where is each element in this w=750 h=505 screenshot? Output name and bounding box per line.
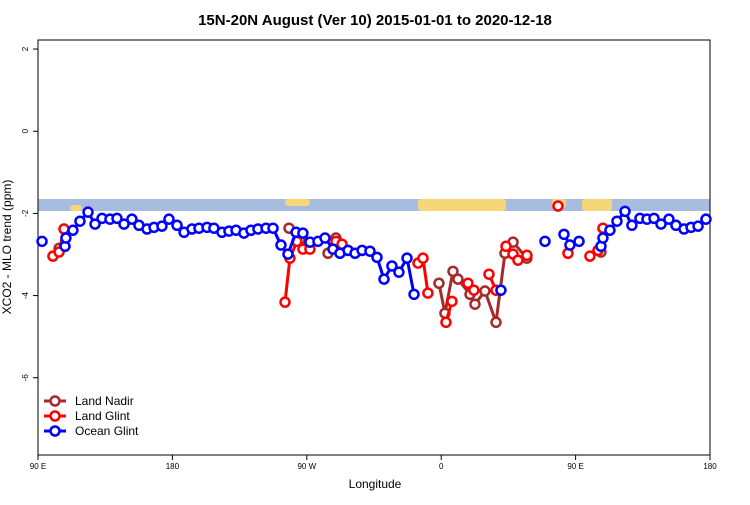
y-axis-label: XCO2 - MLO trend (ppm) (0, 180, 14, 315)
data-point (371, 251, 383, 264)
data-point (552, 200, 564, 212)
data-point (462, 277, 474, 289)
land-band (285, 199, 310, 206)
data-point (604, 224, 616, 236)
data-point (171, 219, 183, 232)
data-point (282, 248, 294, 260)
data-point (36, 235, 48, 248)
data-point (393, 266, 405, 278)
data-point (82, 206, 94, 218)
legend-marker (49, 425, 61, 437)
data-point (446, 295, 458, 308)
data-point (490, 316, 502, 329)
data-point (611, 215, 623, 227)
data-point (483, 268, 495, 280)
map-strip (38, 199, 710, 211)
legend-marker (49, 395, 61, 407)
y-tick-label: -4 (21, 291, 30, 299)
data-point (401, 252, 413, 264)
data-point (495, 284, 507, 296)
legend-label: Land Nadir (75, 394, 134, 408)
data-point (584, 250, 596, 262)
plot-frame (37, 39, 711, 456)
data-point (433, 277, 445, 289)
data-point (319, 232, 331, 244)
x-tick-label: 90 W (297, 462, 316, 471)
data-point (364, 245, 376, 257)
data-point (597, 232, 609, 244)
data-point (163, 213, 175, 225)
x-tick-label: 90 E (567, 462, 583, 471)
data-point (74, 215, 86, 227)
x-tick-label: 180 (703, 462, 717, 471)
data-point (626, 219, 638, 232)
data-point (655, 218, 667, 230)
data-point (156, 220, 168, 232)
data-point (469, 298, 481, 310)
data-point (267, 222, 279, 234)
data-point (558, 228, 570, 241)
data-point (386, 260, 398, 272)
legend-marker (49, 410, 61, 422)
y-tick-label: 2 (21, 46, 30, 51)
data-point (479, 285, 491, 297)
data-point (619, 205, 631, 218)
data-point (539, 235, 551, 248)
land-band (418, 199, 506, 211)
data-point (573, 235, 585, 248)
y-tick-label: 0 (21, 128, 30, 133)
y-tick-label: -6 (21, 374, 30, 382)
data-point (692, 220, 704, 232)
data-point (648, 212, 660, 225)
data-point (378, 273, 390, 285)
chart-title: 15N-20N August (Ver 10) 2015-01-01 to 20… (198, 12, 552, 29)
data-point (89, 218, 101, 230)
ocean-band (38, 199, 710, 211)
data-point (297, 227, 309, 239)
data-point (663, 213, 675, 225)
land-band (70, 205, 82, 211)
x-tick-label: 90 E (30, 462, 46, 471)
data-point (700, 213, 712, 225)
data-point (564, 239, 576, 251)
data-point (60, 232, 72, 244)
data-point (408, 288, 420, 301)
data-point (58, 223, 70, 235)
data-point (468, 284, 480, 296)
data-point (275, 239, 287, 251)
data-point (452, 273, 464, 285)
land-band (582, 199, 612, 211)
data-point (447, 265, 459, 278)
y-tick-label: -2 (21, 209, 30, 217)
data-point (521, 249, 533, 262)
data-point (111, 212, 123, 225)
data-point (422, 287, 434, 299)
data-point (279, 296, 291, 308)
data-point (512, 254, 524, 266)
x-tick-label: 0 (439, 462, 444, 471)
data-point (440, 316, 452, 329)
legend-label: Ocean Glint (75, 424, 139, 438)
x-axis-label: Longitude (349, 477, 402, 491)
data-point (67, 224, 79, 236)
data-point (118, 218, 130, 230)
data-point (500, 240, 512, 253)
data-point (126, 213, 138, 225)
legend-label: Land Glint (75, 409, 130, 423)
x-tick-label: 180 (166, 462, 180, 471)
data-point (417, 252, 429, 264)
